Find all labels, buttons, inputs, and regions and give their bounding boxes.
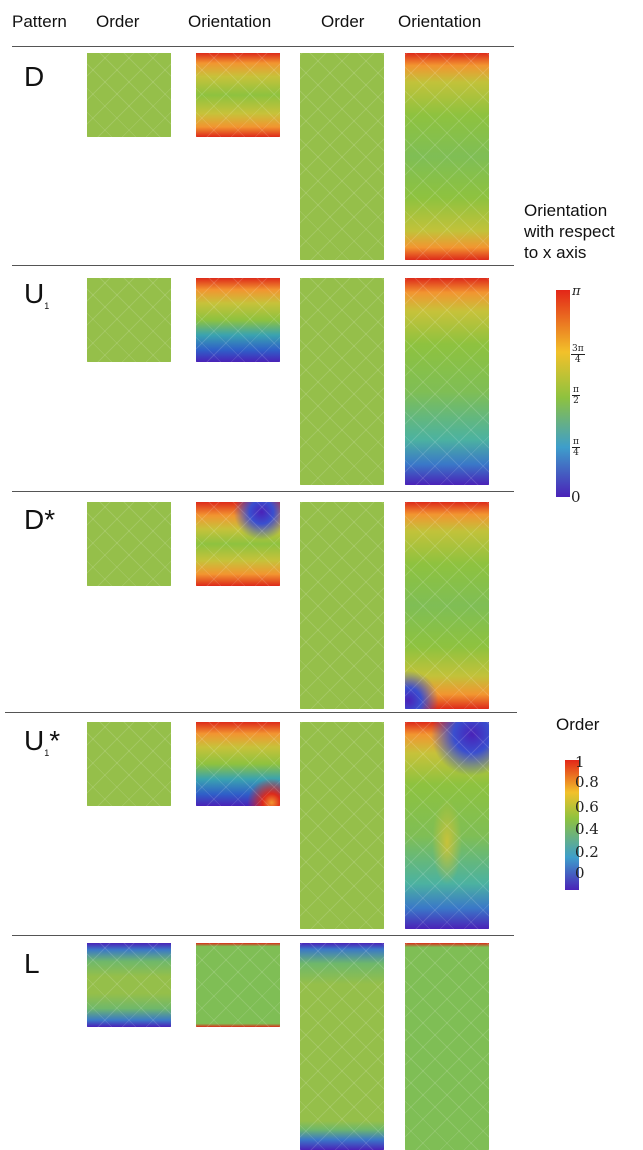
orientation-colorbar — [556, 290, 570, 497]
separator-row-1 — [12, 265, 514, 266]
panel-d-order-rect — [300, 53, 384, 260]
separator-row-3 — [5, 712, 517, 713]
orientation-tick-pi: π — [572, 284, 581, 299]
row-label-l: L — [24, 948, 40, 979]
panel-d-star-orientation-square — [196, 502, 280, 586]
panel-d-star-order-rect — [300, 502, 384, 709]
panel-d-order-square — [87, 53, 171, 137]
panel-d-star-orientation-rect — [405, 502, 489, 709]
order-tick-0-6: 0.6 — [575, 798, 599, 816]
orientation-legend-caption: Orientation with respect to x axis — [524, 201, 615, 262]
orientation-tick-0: 0 — [571, 488, 581, 506]
order-tick-0: 0 — [575, 864, 585, 882]
panel-u1-orientation-square — [196, 278, 280, 362]
header-order-square: Order — [96, 12, 140, 31]
panel-u1-star-order-square — [87, 722, 171, 806]
order-tick-0-2: 0.2 — [575, 843, 599, 861]
panel-l-orientation-rect — [405, 943, 489, 1150]
panel-u1-orientation-rect — [405, 278, 489, 485]
panel-d-orientation-rect — [405, 53, 489, 260]
row-label-d: D — [24, 61, 45, 92]
separator-row-4 — [12, 935, 514, 936]
panel-d-orientation-square — [196, 53, 280, 137]
orientation-tick-3pi-4: 3π 4 — [571, 344, 585, 365]
panel-l-orientation-square — [196, 943, 280, 1027]
separator-row-2 — [12, 491, 514, 492]
header-orientation-rect: Orientation — [398, 12, 482, 31]
order-tick-1: 1 — [575, 753, 585, 771]
panel-u1-star-orientation-rect — [405, 722, 489, 929]
row-label-u1-star: U1* — [24, 725, 61, 759]
order-colorbar — [565, 760, 579, 890]
order-tick-0-4: 0.4 — [575, 820, 599, 838]
separator-header — [12, 46, 514, 47]
order-legend-caption: Order — [556, 715, 600, 734]
panel-u1-star-orientation-square — [196, 722, 280, 806]
header-pattern: Pattern — [12, 12, 67, 31]
panel-l-order-rect — [300, 943, 384, 1150]
panel-u1-order-rect — [300, 278, 384, 485]
header-order-rect: Order — [321, 12, 365, 31]
panel-u1-star-order-rect — [300, 722, 384, 929]
order-tick-0-8: 0.8 — [575, 773, 599, 791]
row-label-d-star: D* — [24, 504, 56, 535]
row-label-u1: U1 — [24, 278, 50, 312]
panel-u1-order-square — [87, 278, 171, 362]
header-orientation-square: Orientation — [188, 12, 272, 31]
panel-d-star-order-square — [87, 502, 171, 586]
panel-l-order-square — [87, 943, 171, 1027]
